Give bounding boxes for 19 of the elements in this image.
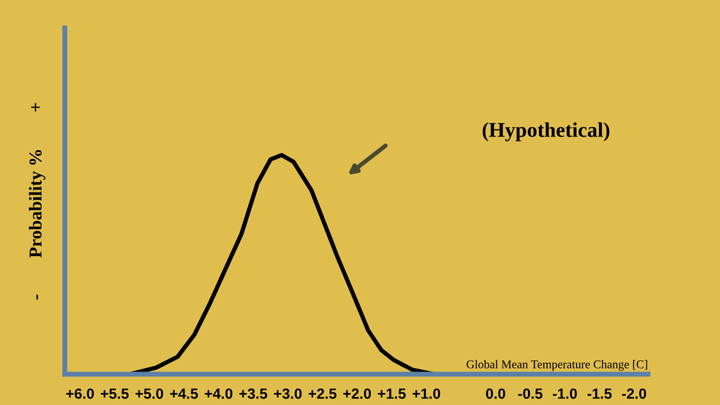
x-tick-label: -2.0 <box>622 388 646 399</box>
x-tick-label: +3.0 <box>274 388 302 399</box>
x-tick-label: +6.0 <box>66 388 94 399</box>
x-tick-label: +4.5 <box>170 388 198 399</box>
x-axis-title: Global Mean Temperature Change [C] <box>466 360 648 371</box>
x-tick-label: +5.5 <box>100 388 129 399</box>
x-tick-label: +1.0 <box>412 388 440 399</box>
x-tick-label: +5.0 <box>136 388 164 399</box>
y-axis-title: - Probability % + <box>28 103 46 300</box>
x-tick-label: -1.0 <box>552 388 577 399</box>
x-tick-label: +3.5 <box>239 388 268 399</box>
x-tick-label: +2.5 <box>308 388 336 399</box>
x-tick-label: 0.0 <box>486 388 506 399</box>
x-tick-label: +2.0 <box>343 388 371 399</box>
x-tick-label: +4.0 <box>204 388 232 399</box>
x-tick-label: -1.5 <box>588 388 612 399</box>
text: (Hypothetical) <box>482 122 610 142</box>
x-tick-label: -0.5 <box>518 388 542 399</box>
x-tick-label: +1.5 <box>378 388 406 399</box>
